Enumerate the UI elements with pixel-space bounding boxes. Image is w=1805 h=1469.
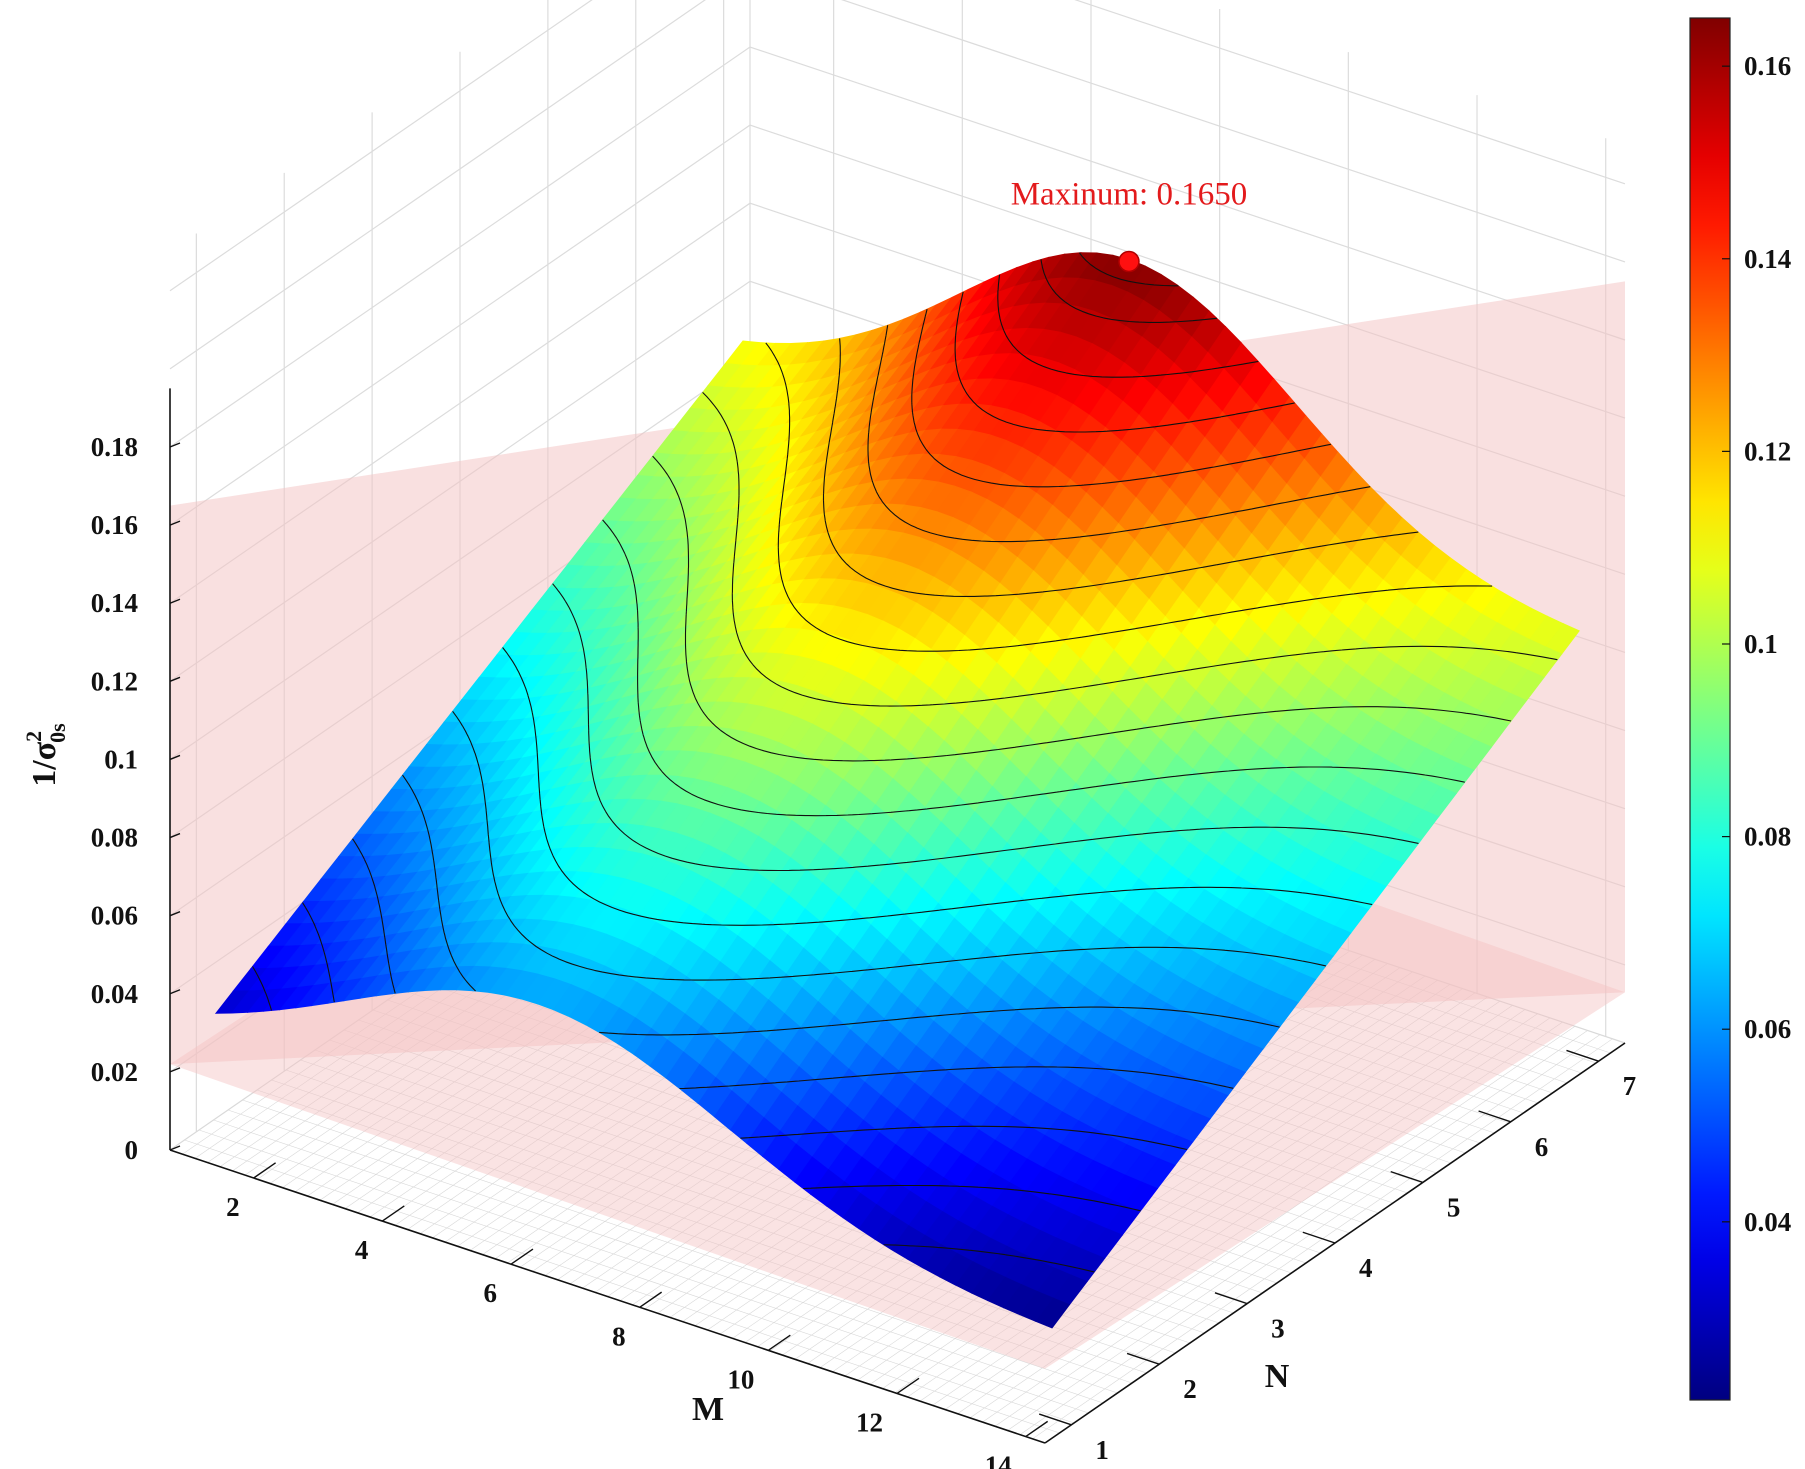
z-tick-label: 0.06 [91, 901, 138, 931]
x-tick-label: 4 [355, 1235, 369, 1265]
maximum-annotation: Maxinum: 0.1650 [1011, 176, 1248, 212]
y-tick-label: 1 [1095, 1435, 1109, 1465]
colorbar-ticks: 0.04 0.06 0.08 0.1 0.12 0.14 0.16 [1722, 51, 1791, 1237]
z-tick-label: 0.08 [91, 823, 138, 853]
tick-labels: 2468101214123456700.020.040.060.080.10.1… [91, 432, 1636, 1469]
y-tick-label: 5 [1447, 1192, 1461, 1222]
y-tick-label: 6 [1535, 1132, 1549, 1162]
z-axis-label-sup: 2 [21, 731, 46, 742]
colorbar-tick-label: 0.12 [1744, 436, 1791, 466]
colorbar-tick-label: 0.04 [1744, 1207, 1791, 1237]
x-tick-label: 8 [612, 1321, 626, 1351]
maximum-marker [1118, 250, 1140, 273]
x-axis-label: M [692, 1391, 724, 1428]
colorbar-tick-label: 0.1 [1744, 629, 1778, 659]
colorbar-tick-label: 0.06 [1744, 1014, 1791, 1044]
y-axis-label: N [1265, 1358, 1290, 1395]
colorbar-tick-label: 0.08 [1744, 822, 1791, 852]
z-tick-label: 0.02 [91, 1057, 138, 1087]
x-tick-label: 10 [727, 1364, 754, 1394]
z-tick-label: 0.04 [91, 979, 138, 1009]
x-tick-label: 14 [985, 1451, 1012, 1469]
y-tick-label: 4 [1359, 1253, 1373, 1283]
y-tick-label: 7 [1623, 1071, 1637, 1101]
colorbar-tick-label: 0.14 [1744, 244, 1791, 274]
colorbar-tick-label: 0.16 [1744, 51, 1791, 81]
z-axis-label: 1/σ20s [21, 723, 70, 787]
y-tick-label: 2 [1183, 1374, 1197, 1404]
z-tick-label: 0.18 [91, 432, 138, 462]
z-tick-label: 0.12 [91, 666, 138, 696]
x-tick-label: 2 [226, 1192, 240, 1222]
z-tick-label: 0.1 [104, 744, 138, 774]
axes [169, 388, 1626, 1444]
colorbar [1689, 17, 1731, 1401]
z-tick-label: 0.16 [91, 510, 138, 540]
z-axis-label-base: 1/σ [26, 741, 63, 786]
x-tick-label: 12 [856, 1407, 883, 1437]
y-tick-label: 3 [1271, 1314, 1285, 1344]
x-tick-label: 6 [483, 1278, 497, 1308]
z-tick-label: 0 [125, 1135, 139, 1165]
svg-text:1/σ20s: 1/σ20s [21, 723, 70, 787]
z-tick-label: 0.14 [91, 588, 138, 618]
contour-lines [252, 252, 1558, 1273]
z-axis-label-sub: 0s [45, 723, 70, 743]
